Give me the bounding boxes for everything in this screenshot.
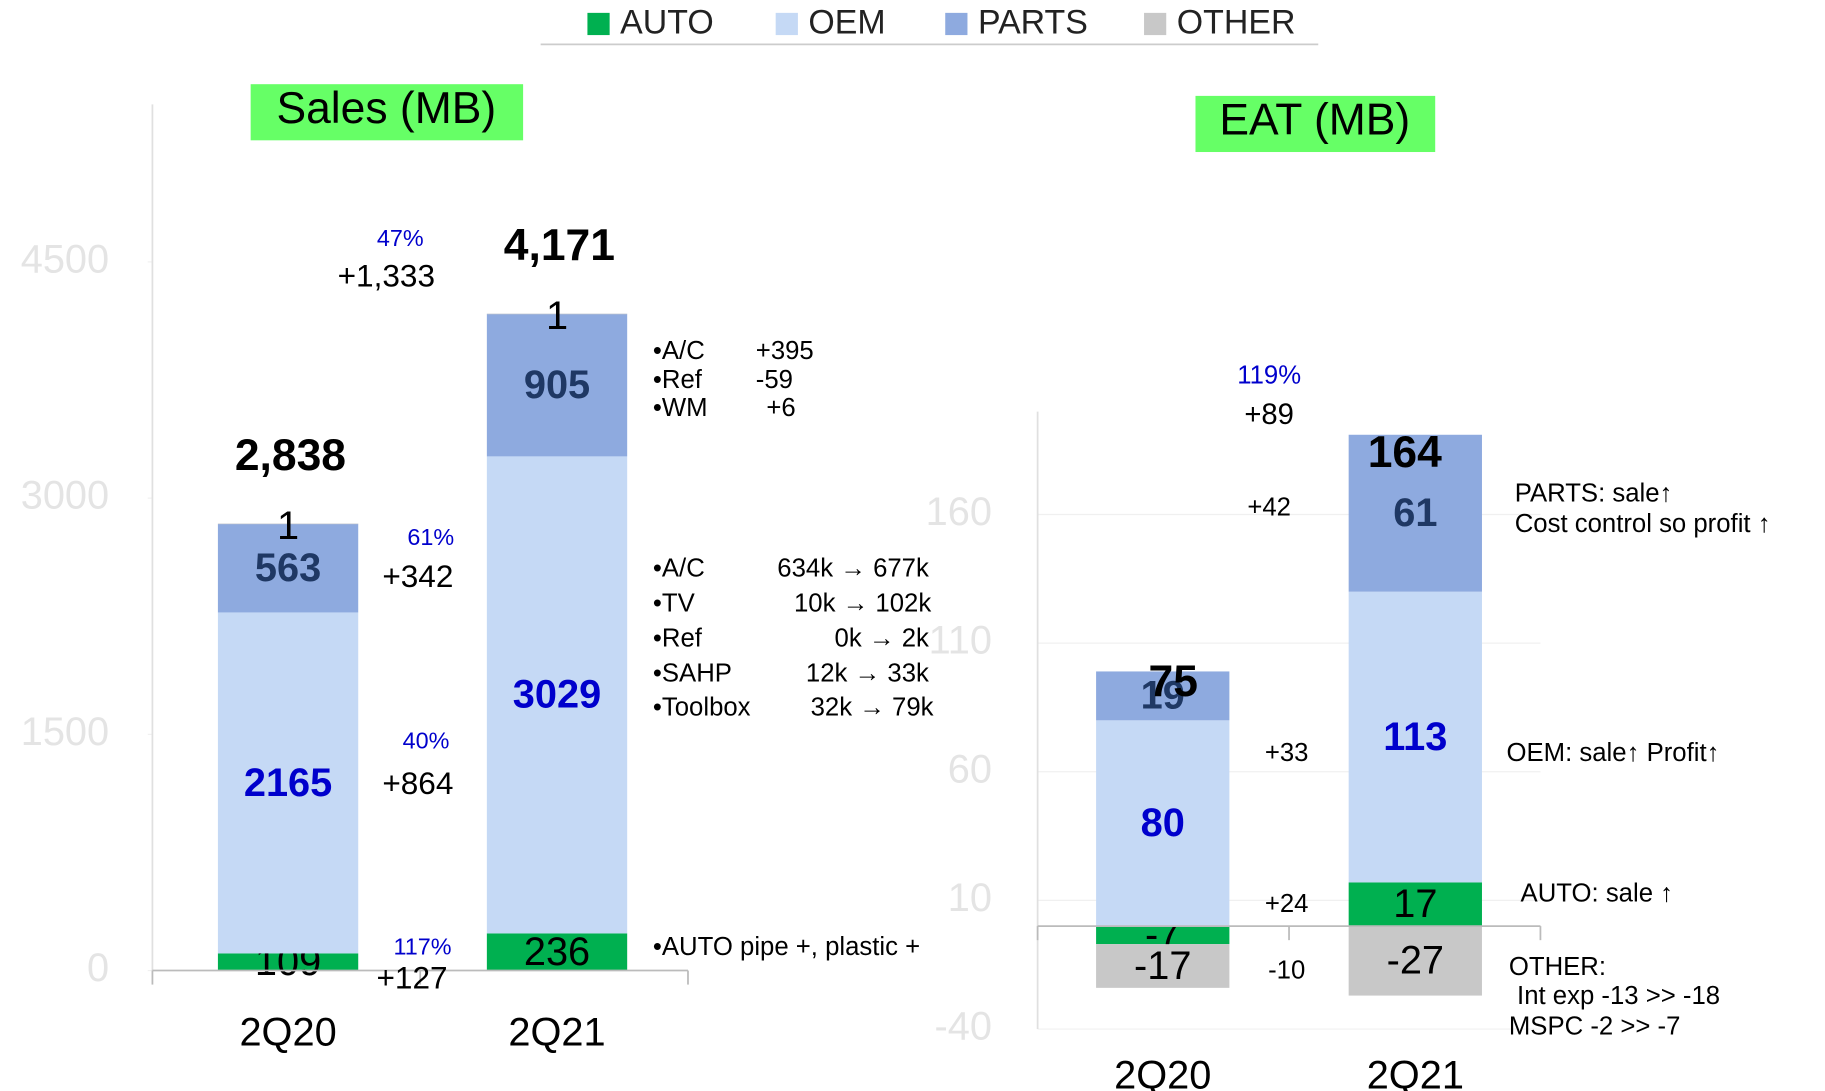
bar-segment: [217, 953, 359, 971]
legend-swatch: [945, 12, 968, 36]
x-tick-label: 2Q21: [508, 1010, 605, 1054]
annotation: 61%: [407, 524, 454, 550]
bar-segment: [1096, 944, 1230, 988]
legend-label: AUTO: [620, 4, 714, 42]
note: •Toolbox: [653, 693, 751, 721]
annotation: 47%: [377, 225, 424, 251]
y-tick-label: 3000: [21, 474, 109, 518]
annotation: +864: [382, 765, 453, 801]
total-label: 4,171: [504, 221, 615, 270]
note: Cost control so profit ↑: [1515, 510, 1771, 538]
y-tick-label: 4500: [21, 237, 109, 281]
title-box: [1195, 95, 1436, 153]
note: 0k → 2k: [835, 624, 929, 652]
total-label: 164: [1368, 428, 1442, 477]
legend-swatch: [1144, 12, 1167, 36]
bar-segment: [486, 313, 628, 457]
note: OEM: sale↑ Profit↑: [1507, 739, 1720, 767]
bar-segment: [1096, 720, 1230, 927]
data-label: 2165: [244, 761, 332, 805]
annotation: +89: [1244, 399, 1294, 431]
bar-segment: [1096, 926, 1230, 945]
data-label: 61: [1393, 491, 1437, 535]
note: MSPC -2 >> -7: [1509, 1013, 1681, 1041]
note: +6: [766, 394, 795, 422]
note: OTHER:: [1509, 953, 1606, 981]
data-label: -27: [1387, 939, 1444, 983]
bar-segment: [486, 313, 628, 315]
legend-label: PARTS: [978, 4, 1088, 42]
data-label: 19: [1141, 674, 1185, 718]
bar-segment: [1348, 926, 1482, 996]
total-label: 2,838: [235, 431, 346, 480]
data-label: 80: [1141, 801, 1185, 845]
y-tick-label: 10: [948, 876, 992, 920]
annotation: +1,333: [338, 258, 435, 294]
bar-segment: [1096, 671, 1230, 721]
note: •Ref: [653, 624, 703, 652]
bar-segment: [486, 933, 628, 971]
note: 10k → 102k: [794, 589, 931, 617]
y-tick-label: 1500: [21, 710, 109, 754]
y-tick-label: 160: [926, 490, 992, 534]
note: 634k → 677k: [777, 554, 929, 582]
note: 32k → 79k: [811, 693, 934, 721]
annotation: -10: [1268, 957, 1305, 985]
data-label: 1: [277, 504, 299, 548]
annotation: +24: [1265, 890, 1309, 918]
annotation: +42: [1247, 493, 1291, 521]
note: +395: [756, 337, 814, 365]
data-label: 1: [546, 294, 568, 338]
note: •A/C: [653, 337, 705, 365]
y-tick-label: 110: [929, 619, 992, 663]
data-label: 17: [1393, 882, 1437, 926]
x-tick-label: 2Q21: [1367, 1054, 1464, 1091]
annotation: +127: [376, 959, 447, 995]
data-label: -17: [1134, 944, 1191, 988]
data-label: 3029: [513, 673, 601, 717]
x-tick-label: 2Q20: [1114, 1054, 1211, 1091]
note: PARTS: sale↑: [1515, 479, 1673, 507]
note: •SAHP: [653, 660, 732, 688]
note: •TV: [653, 589, 696, 617]
y-tick-label: 0: [87, 946, 109, 990]
bar-segment: [486, 456, 628, 934]
annotation: +342: [382, 558, 453, 594]
legend-label: OEM: [808, 4, 885, 42]
data-label: 905: [524, 363, 590, 407]
legend-swatch: [775, 12, 798, 36]
annotation: +33: [1265, 739, 1309, 767]
legend-swatch: [587, 12, 610, 36]
note: •A/C: [653, 554, 705, 582]
note: 12k → 33k: [806, 660, 929, 688]
note: •AUTO pipe +, plastic +: [653, 933, 920, 961]
note: •WM: [653, 394, 708, 422]
note: Int exp -13 >> -18: [1517, 982, 1720, 1010]
data-label: 563: [255, 546, 321, 590]
legend-label: OTHER: [1177, 4, 1296, 42]
data-label: 236: [524, 930, 590, 974]
note: -59: [756, 366, 793, 394]
annotation: 119%: [1237, 361, 1301, 389]
data-label: 113: [1383, 715, 1447, 759]
bar-segment: [1348, 434, 1482, 592]
y-tick-label: 60: [948, 747, 992, 791]
bar-segment: [217, 523, 359, 525]
note: AUTO: sale ↑: [1521, 879, 1673, 907]
total-label: 75: [1149, 657, 1198, 706]
title-box: [250, 84, 524, 141]
bar-segment: [1348, 882, 1482, 927]
annotation: 40%: [403, 728, 450, 754]
annotation: 117%: [394, 934, 452, 960]
bar-segment: [217, 612, 359, 954]
chart-title: Sales (MB): [276, 84, 496, 133]
note: •Ref: [653, 366, 703, 394]
bar-segment: [217, 523, 359, 613]
bar-segment: [1348, 591, 1482, 883]
chart-title: EAT (MB): [1219, 96, 1410, 145]
x-tick-label: 2Q20: [239, 1010, 336, 1054]
y-tick-label: -40: [935, 1005, 992, 1049]
